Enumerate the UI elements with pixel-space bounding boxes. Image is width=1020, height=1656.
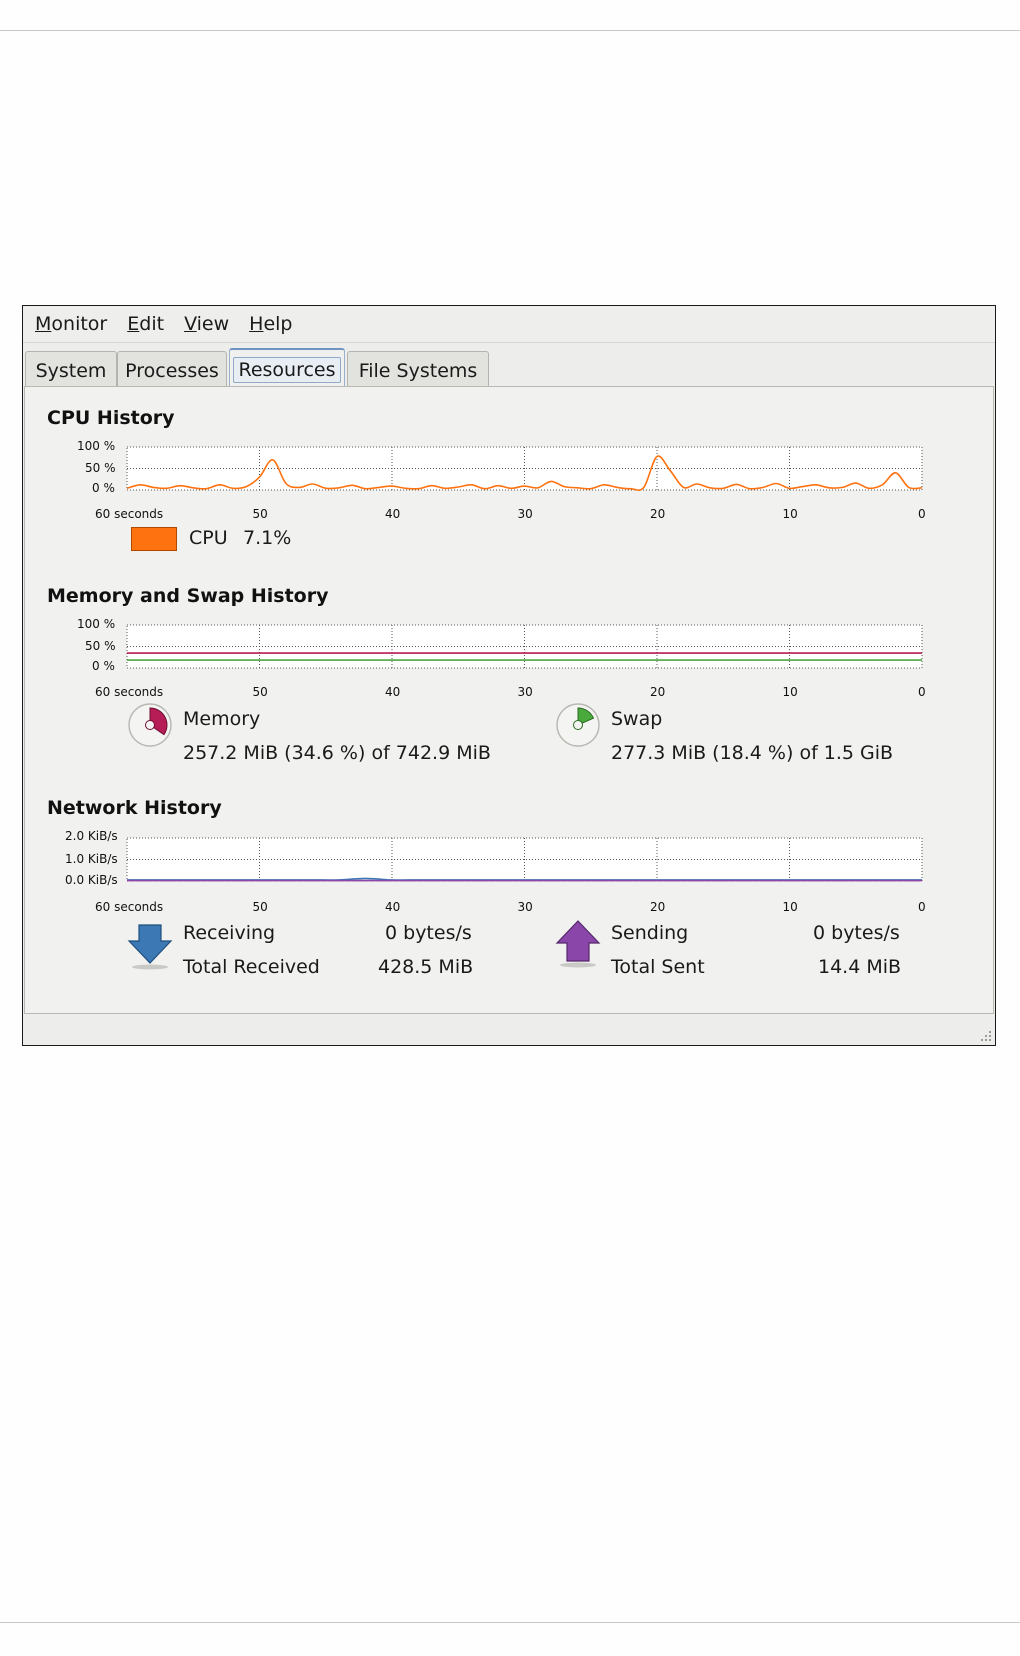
tab-system-label: System [35,360,107,382]
resize-grip-icon[interactable] [978,1028,992,1042]
resources-panel: CPU History 100 % 50 % 0 % CPU 7.1% Memo… [24,386,994,1014]
sending-label: Sending [611,922,689,944]
network-time-axis-tick: 10 [782,900,798,914]
page-top-rule [0,30,1020,31]
tab-bar: System Processes Resources File Systems [23,343,995,387]
receiving-value: 0 bytes/s [385,922,472,944]
cpu-graph [126,455,923,491]
memory-swap-history-title: Memory and Swap History [47,585,329,607]
memory-y-tick-0: 0 % [92,659,115,673]
swap-legend-label: Swap [611,708,663,730]
cpu-time-axis-tick: 20 [650,507,666,521]
cpu-y-tick-0: 0 % [92,481,115,495]
memory-legend-value: 257.2 MiB (34.6 %) of 742.9 MiB [183,742,491,764]
cpu-history-title: CPU History [47,407,175,429]
page-bottom-rule [0,1622,1020,1623]
network-time-axis-tick: 60 seconds [95,900,164,914]
memory-swap-graph [127,652,922,661]
status-bar [24,1015,994,1044]
cpu-graph-grid [126,446,923,491]
network-time-axis-tick: 40 [385,900,401,914]
memory-time-axis-tick: 10 [782,685,798,699]
network-history-title: Network History [47,797,222,819]
cpu-y-tick-100: 100 % [77,439,116,453]
memory-time-axis-tick: 30 [517,685,533,699]
cpu-time-axis-tick: 50 [252,507,268,521]
menubar: Monitor Edit View Help [23,306,995,343]
memory-swap-graph-grid [126,624,923,669]
total-sent-label: Total Sent [611,956,705,978]
menu-edit[interactable]: Edit [127,313,165,335]
tab-resources-label: Resources [233,356,341,383]
memory-y-tick-50: 50 % [85,639,116,653]
menu-mnemonic: H [249,313,264,335]
tab-resources[interactable]: Resources [229,348,345,386]
menu-help[interactable]: Help [249,313,293,335]
memory-time-axis-tick: 0 [918,685,926,699]
receiving-label: Receiving [183,922,276,944]
network-graph [126,877,922,882]
resource-graphs [126,446,923,970]
swap-pie-icon [556,703,600,747]
menu-mnemonic: V [184,313,197,335]
menu-monitor[interactable]: Monitor [35,313,108,335]
cpu-time-axis-tick: 0 [918,507,926,521]
total-received-label: Total Received [183,956,320,978]
tab-file-systems[interactable]: File Systems [347,351,489,387]
cpu-legend-label: CPU [189,527,228,549]
network-y-tick-2: 2.0 KiB/s [65,829,118,843]
cpu-time-axis-tick: 30 [517,507,533,521]
network-y-tick-1: 1.0 KiB/s [65,852,118,866]
network-time-axis-tick: 20 [650,900,666,914]
menu-mnemonic: M [35,313,52,335]
memory-time-axis-tick: 50 [252,685,268,699]
network-graph-grid [126,837,923,882]
cpu-time-axis-tick: 40 [385,507,401,521]
memory-time-axis-tick: 40 [385,685,401,699]
cpu-legend-swatch [131,527,177,551]
cpu-graph-series-cpu [126,455,923,491]
system-monitor-window: Monitor Edit View Help System Processes … [22,305,996,1046]
network-time-axis-tick: 0 [918,900,926,914]
cpu-y-tick-50: 50 % [85,461,116,475]
menu-view[interactable]: View [184,313,230,335]
tab-processes-label: Processes [125,360,219,382]
swap-legend-value: 277.3 MiB (18.4 %) of 1.5 GiB [611,742,894,764]
tab-file-systems-label: File Systems [358,360,478,382]
network-time-axis-tick: 50 [252,900,268,914]
total-received-value: 428.5 MiB [378,956,474,978]
tab-processes[interactable]: Processes [117,351,227,387]
cpu-legend-value: 7.1% [243,527,292,549]
memory-pie-icon [128,703,172,747]
sending-value: 0 bytes/s [813,922,900,944]
cpu-time-axis-tick: 60 seconds [95,507,164,521]
menu-mnemonic: E [127,313,140,335]
receiving-arrow-icon [127,924,173,970]
network-time-axis-tick: 30 [517,900,533,914]
memory-legend-label: Memory [183,708,261,730]
tab-system[interactable]: System [25,351,117,387]
cpu-time-axis-tick: 10 [782,507,798,521]
memory-time-axis-tick: 20 [650,685,666,699]
total-sent-value: 14.4 MiB [818,956,902,978]
network-y-tick-0: 0.0 KiB/s [65,873,118,887]
sending-arrow-icon [555,920,601,968]
memory-time-axis-tick: 60 seconds [95,685,164,699]
memory-y-tick-100: 100 % [77,617,116,631]
